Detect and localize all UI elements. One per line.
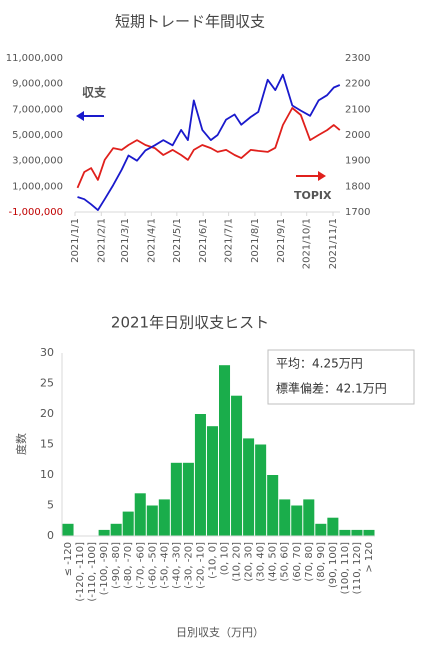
y2-tick-label: 1700: [345, 207, 370, 218]
x-tick-label: 2021/10/1: [302, 218, 313, 269]
bar: [279, 499, 291, 536]
x-tick-label: (30, 40]: [256, 542, 267, 582]
bar: [291, 505, 303, 536]
y2-tick-label: 2000: [345, 130, 370, 141]
x-tick-label: > 120: [364, 542, 375, 573]
x-tick-label: (-50, -40]: [159, 542, 170, 589]
bar: [98, 529, 110, 536]
x-tick-label: 2021/5/1: [172, 218, 183, 263]
x-tick-label: (-90, -80]: [111, 542, 122, 589]
bar: [158, 499, 170, 536]
y2-tick-label: 2200: [345, 79, 370, 90]
x-tick-label: (-110, -100]: [87, 542, 98, 602]
bar: [231, 395, 243, 536]
x-tick-label: (80, 90]: [316, 542, 327, 582]
bar: [303, 499, 315, 536]
x-tick-label: (40, 50]: [268, 542, 279, 582]
y-tick-label: 9,000,000: [12, 79, 63, 90]
x-tick-label: (110, 120]: [352, 542, 363, 594]
bar: [363, 529, 375, 536]
bar: [339, 529, 351, 536]
x-axis-label: 日別収支（万円）: [176, 626, 264, 639]
y2-tick-label: 1800: [345, 181, 370, 192]
stat-mean: 平均：4.25万円: [276, 357, 363, 371]
x-tick-label: (60, 70]: [292, 542, 303, 582]
series-line: [76, 107, 341, 189]
chart-title: 短期トレード年間収支: [115, 13, 265, 31]
x-tick-label: 2021/6/1: [198, 218, 209, 263]
x-tick-label: 2021/8/1: [250, 218, 261, 263]
x-tick-label: (-80, -70]: [123, 542, 134, 589]
x-tick-label: 2021/2/1: [96, 218, 107, 263]
bar: [327, 517, 339, 536]
x-tick-label: (-100, -90]: [99, 542, 110, 595]
annotation: 収支: [82, 85, 107, 100]
bar: [206, 426, 218, 536]
bar: [62, 523, 74, 536]
series-line: [77, 73, 341, 211]
y-tick-label: 1,000,000: [12, 181, 63, 192]
arrow-head: [318, 171, 326, 181]
stats-box: [267, 349, 415, 405]
x-tick-label: (-120, -110]: [75, 542, 86, 602]
x-tick-label: 2021/7/1: [224, 218, 235, 263]
x-tick-label: (-60, -50]: [147, 542, 158, 589]
stat-std: 標準偏差：42.1万円: [276, 381, 387, 396]
y2-tick-label: 2300: [345, 53, 370, 64]
bar: [146, 505, 158, 536]
y2-tick-label: 2100: [345, 104, 370, 115]
bar: [182, 462, 194, 536]
bar: [243, 438, 255, 536]
bar: [194, 414, 206, 536]
annotation: TOPIX: [294, 189, 332, 202]
x-tick-label: 2021/11/1: [328, 218, 339, 269]
x-tick-label: (20, 30]: [244, 542, 255, 582]
bar: [134, 493, 146, 536]
x-tick-label: 2021/4/1: [146, 218, 157, 263]
y2-tick-label: 1900: [345, 156, 370, 167]
y-tick-label: 30: [40, 346, 54, 359]
y-tick-label: 5,000,000: [12, 130, 63, 141]
x-tick-label: (10, 20]: [232, 542, 243, 582]
y-tick-label: 11,000,000: [6, 53, 63, 64]
x-tick-label: (0, 10]: [220, 542, 231, 575]
x-tick-label: (-40, -30]: [171, 542, 182, 589]
y-tick-label: 5: [47, 499, 54, 512]
bar: [110, 523, 122, 536]
bar: [170, 462, 182, 536]
y-tick-label: 7,000,000: [12, 104, 63, 115]
bar: [255, 444, 267, 536]
y-tick-label: 10: [40, 468, 54, 481]
y-axis-label: 度数: [14, 433, 28, 455]
x-tick-label: 2021/3/1: [120, 218, 131, 263]
x-tick-label: (70, 80]: [304, 542, 315, 582]
x-tick-label: 2021/1/1: [70, 218, 81, 263]
arrow-head: [76, 111, 84, 121]
bar: [315, 523, 327, 536]
x-tick-label: (-70, -60]: [135, 542, 146, 589]
x-tick-label: (-10, 0]: [207, 542, 218, 579]
chart-title: 2021年日別収支ヒスト: [111, 314, 269, 332]
y-tick-label: 20: [40, 407, 54, 420]
bar: [122, 511, 134, 536]
y-tick-label: 25: [40, 377, 54, 390]
bar: [351, 529, 363, 536]
x-tick-label: (-20, -10]: [195, 542, 206, 589]
bar: [219, 365, 231, 536]
x-tick-label: ≤ -120: [63, 542, 74, 576]
y-tick-label: 0: [47, 529, 54, 542]
x-tick-label: 2021/9/1: [276, 218, 287, 263]
x-tick-label: (100, 110]: [340, 542, 351, 594]
y-tick-label: 3,000,000: [12, 156, 63, 167]
y-tick-label: -1,000,000: [8, 207, 63, 218]
x-tick-label: (90, 100]: [328, 542, 339, 588]
x-tick-label: (50, 60]: [280, 542, 291, 582]
bar: [267, 475, 279, 536]
y-tick-label: 15: [40, 438, 54, 451]
x-tick-label: (-30, -20]: [183, 542, 194, 589]
